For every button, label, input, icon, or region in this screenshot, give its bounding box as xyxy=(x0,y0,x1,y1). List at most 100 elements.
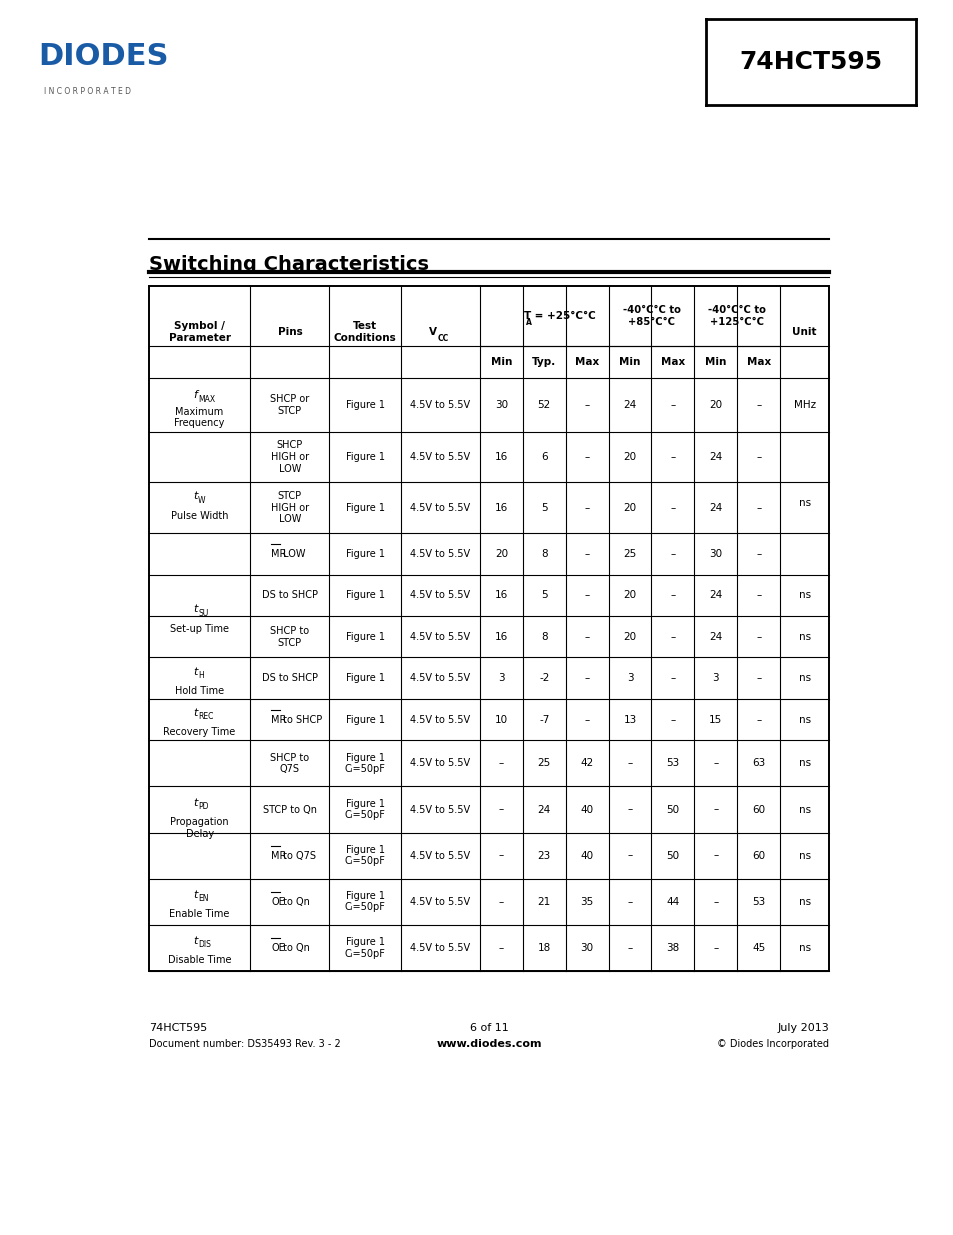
Text: MR: MR xyxy=(272,548,287,558)
Text: 4.5V to 5.5V: 4.5V to 5.5V xyxy=(410,548,470,558)
Text: Maximum
Frequency: Maximum Frequency xyxy=(174,406,225,429)
Text: SHCP to
Q7S: SHCP to Q7S xyxy=(270,752,309,774)
Text: –: – xyxy=(627,897,632,906)
Text: 50: 50 xyxy=(665,851,679,861)
Text: Symbol /
Parameter: Symbol / Parameter xyxy=(169,321,231,343)
Text: –: – xyxy=(584,503,589,513)
Text: –: – xyxy=(756,452,760,462)
Text: 42: 42 xyxy=(579,758,593,768)
Text: -2: -2 xyxy=(538,673,549,683)
Text: 13: 13 xyxy=(622,715,636,725)
Text: Figure 1
Cₗ=50pF: Figure 1 Cₗ=50pF xyxy=(344,845,385,867)
Text: I N C O R P O R A T E D: I N C O R P O R A T E D xyxy=(45,88,132,96)
Text: DS to SHCP: DS to SHCP xyxy=(262,590,317,600)
Text: MAX: MAX xyxy=(198,395,215,404)
Text: Set-up Time: Set-up Time xyxy=(170,624,229,634)
Text: 21: 21 xyxy=(537,897,550,906)
Text: July 2013: July 2013 xyxy=(777,1023,828,1032)
Text: 53: 53 xyxy=(665,758,679,768)
Text: –: – xyxy=(713,851,718,861)
Text: –: – xyxy=(627,851,632,861)
Text: ns: ns xyxy=(798,851,810,861)
Text: 52: 52 xyxy=(537,400,550,410)
Text: Figure 1: Figure 1 xyxy=(345,452,384,462)
Text: Figure 1: Figure 1 xyxy=(345,715,384,725)
Text: –: – xyxy=(756,632,760,642)
Text: Min: Min xyxy=(704,357,726,367)
Text: 4.5V to 5.5V: 4.5V to 5.5V xyxy=(410,804,470,815)
Text: t: t xyxy=(193,798,197,808)
Text: 60: 60 xyxy=(751,804,764,815)
Text: V: V xyxy=(428,327,436,337)
Text: Pulse Width: Pulse Width xyxy=(171,511,228,521)
Text: 18: 18 xyxy=(537,942,550,952)
Text: ns: ns xyxy=(798,897,810,906)
Text: T: T xyxy=(523,311,530,321)
Text: Test
Conditions: Test Conditions xyxy=(334,321,396,343)
Text: Max: Max xyxy=(746,357,770,367)
Text: ns: ns xyxy=(798,632,810,642)
Text: Pins: Pins xyxy=(277,327,302,337)
Text: to Q7S: to Q7S xyxy=(279,851,315,861)
Text: Figure 1: Figure 1 xyxy=(345,400,384,410)
Text: EN: EN xyxy=(198,894,209,903)
Text: 4.5V to 5.5V: 4.5V to 5.5V xyxy=(410,590,470,600)
Text: f: f xyxy=(193,390,197,400)
Text: Figure 1
Cₗ=50pF: Figure 1 Cₗ=50pF xyxy=(344,890,385,913)
Text: –: – xyxy=(584,548,589,558)
Text: –: – xyxy=(670,673,675,683)
Text: = +25°C°C: = +25°C°C xyxy=(531,311,595,321)
Text: 15: 15 xyxy=(708,715,721,725)
Text: –: – xyxy=(756,400,760,410)
Text: Unit: Unit xyxy=(792,327,816,337)
Text: 6 of 11: 6 of 11 xyxy=(469,1023,508,1032)
Text: –: – xyxy=(756,715,760,725)
Text: Figure 1: Figure 1 xyxy=(345,548,384,558)
Text: Min: Min xyxy=(490,357,512,367)
Text: t: t xyxy=(193,492,197,501)
Text: –: – xyxy=(670,632,675,642)
Text: 3: 3 xyxy=(712,673,719,683)
Text: 8: 8 xyxy=(540,548,547,558)
Bar xyxy=(149,287,828,971)
Text: 4.5V to 5.5V: 4.5V to 5.5V xyxy=(410,632,470,642)
Text: –: – xyxy=(756,503,760,513)
Text: –: – xyxy=(670,715,675,725)
Text: 6: 6 xyxy=(540,452,547,462)
Text: 40: 40 xyxy=(580,851,593,861)
Text: 16: 16 xyxy=(495,632,507,642)
Text: 10: 10 xyxy=(495,715,507,725)
Text: 25: 25 xyxy=(537,758,550,768)
Text: Typ.: Typ. xyxy=(532,357,556,367)
Text: 63: 63 xyxy=(751,758,764,768)
Text: t: t xyxy=(193,708,197,718)
Text: –: – xyxy=(498,851,503,861)
Text: 20: 20 xyxy=(623,503,636,513)
Text: 74HCT595: 74HCT595 xyxy=(739,49,882,74)
Text: –: – xyxy=(584,673,589,683)
Text: 3: 3 xyxy=(497,673,504,683)
Text: t: t xyxy=(193,604,197,614)
Text: –: – xyxy=(713,897,718,906)
Text: OE: OE xyxy=(272,897,285,906)
Text: Figure 1
Cₗ=50pF: Figure 1 Cₗ=50pF xyxy=(344,752,385,774)
Text: Figure 1: Figure 1 xyxy=(345,503,384,513)
Text: –: – xyxy=(627,804,632,815)
Text: OE: OE xyxy=(272,942,285,952)
Text: 16: 16 xyxy=(495,452,507,462)
Text: Figure 1: Figure 1 xyxy=(345,632,384,642)
Text: 74HCT595: 74HCT595 xyxy=(149,1023,207,1032)
Text: 45: 45 xyxy=(751,942,764,952)
Text: to Qn: to Qn xyxy=(279,897,310,906)
Text: DIODES: DIODES xyxy=(38,42,169,70)
Text: 30: 30 xyxy=(495,400,507,410)
Text: –: – xyxy=(584,452,589,462)
Text: 44: 44 xyxy=(665,897,679,906)
Text: © Diodes Incorporated: © Diodes Incorporated xyxy=(717,1039,828,1050)
Text: –: – xyxy=(584,632,589,642)
Text: Figure 1: Figure 1 xyxy=(345,673,384,683)
Text: –: – xyxy=(670,452,675,462)
Text: STCP
HIGH or
LOW: STCP HIGH or LOW xyxy=(271,492,309,525)
Text: Document number: DS35493 Rev. 3 - 2: Document number: DS35493 Rev. 3 - 2 xyxy=(149,1039,340,1050)
Text: t: t xyxy=(193,936,197,946)
